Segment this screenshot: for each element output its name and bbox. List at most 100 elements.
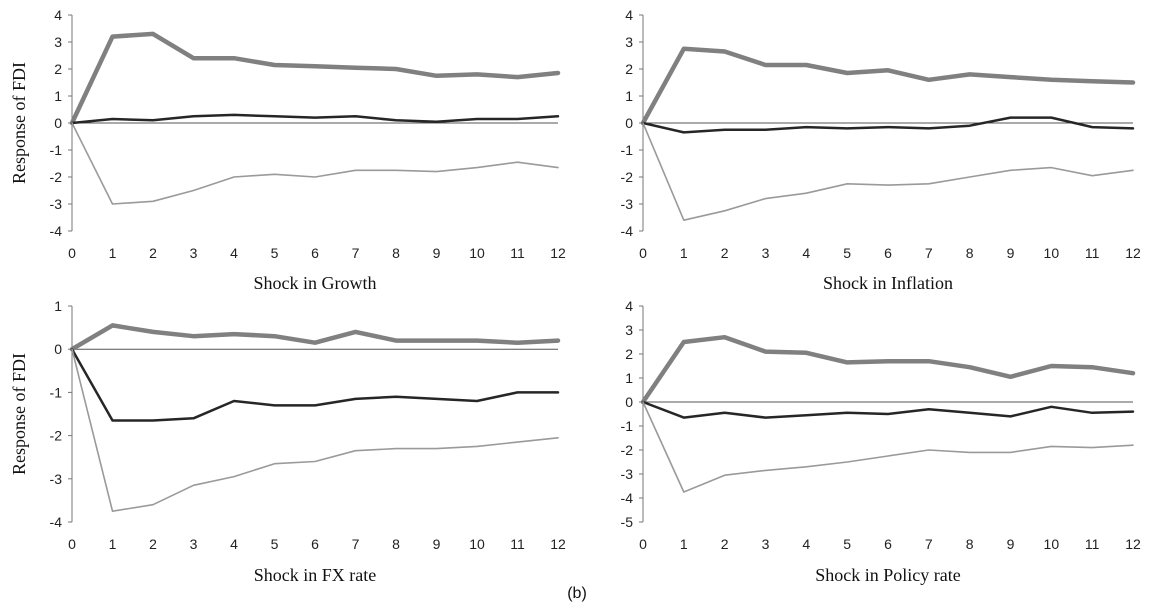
- series-line-upper: [69, 31, 561, 126]
- series-line-upper: [69, 323, 561, 352]
- x-tick-label: 7: [925, 245, 933, 261]
- y-tick-label: -1: [621, 142, 634, 158]
- y-tick-label: -2: [621, 169, 634, 185]
- x-tick-label: 11: [1085, 536, 1100, 552]
- x-tick-label: 11: [510, 536, 525, 552]
- y-tick-label: 4: [54, 7, 62, 23]
- x-tick-label: 2: [721, 536, 729, 552]
- x-tick-label: 6: [311, 245, 319, 261]
- series-line-lower: [642, 401, 1134, 493]
- x-tick-label: 10: [1044, 245, 1060, 261]
- x-tick-label: 8: [966, 245, 974, 261]
- x-tick-label: 12: [1125, 536, 1141, 552]
- x-tick-label: 7: [352, 245, 360, 261]
- series-line-center: [70, 113, 560, 125]
- x-tick-label: 0: [68, 245, 76, 261]
- y-tick-label: 0: [54, 341, 62, 357]
- x-tick-label: 9: [1007, 536, 1015, 552]
- y-tick-label: 3: [54, 34, 62, 50]
- x-tick-label: 10: [469, 536, 485, 552]
- x-tick-label: 4: [230, 536, 238, 552]
- y-tick-label: 0: [625, 115, 633, 131]
- y-tick-label: 0: [54, 115, 62, 131]
- x-tick-label: 5: [843, 536, 851, 552]
- y-tick-label: -2: [50, 169, 63, 185]
- x-tick-label: 5: [843, 245, 851, 261]
- y-tick-label: 2: [54, 61, 62, 77]
- y-tick-label: 3: [625, 322, 633, 338]
- y-tick-label: -4: [621, 223, 634, 239]
- series-line-upper: [640, 334, 1136, 405]
- y-tick-label: 1: [625, 88, 633, 104]
- y-tick-label: -3: [50, 471, 63, 487]
- figure-caption: (b): [567, 585, 587, 602]
- x-tick-label: 10: [1044, 536, 1060, 552]
- x-tick-label: 2: [149, 245, 157, 261]
- x-tick-label: 11: [510, 245, 525, 261]
- x-tick-label: 4: [230, 245, 238, 261]
- x-tick-label: 7: [925, 536, 933, 552]
- x-tick-label: 0: [68, 536, 76, 552]
- y-tick-label: -1: [50, 384, 63, 400]
- x-tick-label: 1: [680, 245, 688, 261]
- x-tick-label: 11: [1085, 245, 1100, 261]
- x-tick-label: 3: [762, 536, 770, 552]
- x-tick-label: 2: [149, 536, 157, 552]
- x-tick-label: 10: [469, 245, 485, 261]
- y-tick-label: -3: [621, 466, 634, 482]
- y-tick-label: 1: [54, 88, 62, 104]
- x-axis-label: Shock in Growth: [254, 273, 377, 293]
- y-tick-label: -1: [50, 142, 63, 158]
- x-tick-label: 12: [1125, 245, 1141, 261]
- series-line-lower: [642, 122, 1134, 221]
- y-tick-label: 0: [625, 394, 633, 410]
- y-tick-label: -2: [621, 442, 634, 458]
- x-tick-label: 2: [721, 245, 729, 261]
- y-axis-label: Response of FDI: [9, 353, 29, 475]
- x-tick-label: 8: [392, 536, 400, 552]
- x-tick-label: 9: [433, 536, 441, 552]
- x-tick-label: 7: [352, 536, 360, 552]
- x-tick-label: 12: [550, 536, 566, 552]
- x-tick-label: 1: [109, 536, 117, 552]
- x-tick-label: 4: [802, 245, 810, 261]
- y-tick-label: 1: [625, 370, 633, 386]
- y-tick-label: -4: [621, 490, 634, 506]
- y-tick-label: -5: [621, 514, 634, 530]
- y-tick-label: 3: [625, 34, 633, 50]
- x-axis-label: Shock in FX rate: [254, 565, 376, 585]
- y-tick-label: 2: [625, 346, 633, 362]
- y-tick-label: 4: [625, 7, 633, 23]
- x-axis-label: Shock in Policy rate: [815, 565, 960, 585]
- x-tick-label: 9: [433, 245, 441, 261]
- y-tick-label: 4: [625, 298, 633, 314]
- x-tick-label: 6: [884, 245, 892, 261]
- series-line-center: [641, 400, 1135, 419]
- x-tick-label: 3: [190, 536, 198, 552]
- series-line-center: [70, 347, 560, 422]
- series-line-lower: [71, 122, 559, 205]
- y-tick-label: -3: [621, 196, 634, 212]
- x-tick-label: 3: [762, 245, 770, 261]
- series-line-upper: [640, 46, 1136, 126]
- x-tick-label: 1: [680, 536, 688, 552]
- x-tick-label: 12: [550, 245, 566, 261]
- x-tick-label: 0: [639, 536, 647, 552]
- x-tick-label: 5: [271, 245, 279, 261]
- x-tick-label: 3: [190, 245, 198, 261]
- y-tick-label: 2: [625, 61, 633, 77]
- x-tick-label: 0: [639, 245, 647, 261]
- y-tick-label: -1: [621, 418, 634, 434]
- y-tick-label: -4: [50, 514, 63, 530]
- y-tick-label: -3: [50, 196, 63, 212]
- x-tick-label: 5: [271, 536, 279, 552]
- x-tick-label: 8: [392, 245, 400, 261]
- series-line-center: [641, 116, 1135, 134]
- x-tick-label: 9: [1007, 245, 1015, 261]
- x-tick-label: 6: [311, 536, 319, 552]
- x-axis-label: Shock in Inflation: [823, 273, 953, 293]
